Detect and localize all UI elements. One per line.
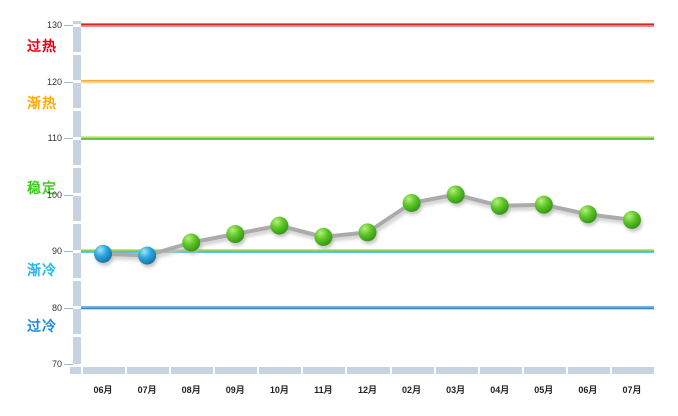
x-tick-label: 09月 <box>225 385 245 395</box>
zone-line <box>81 81 654 84</box>
x-axis-band-segment <box>347 366 390 374</box>
x-tick-label: 04月 <box>490 385 510 395</box>
x-axis-band-segment <box>611 366 654 374</box>
data-point-blue[interactable] <box>138 246 157 265</box>
y-tick-mark <box>64 307 73 309</box>
x-axis-band-segment <box>303 366 346 374</box>
zone-label: 稳定 <box>27 179 57 196</box>
y-tick-mark <box>64 81 73 83</box>
data-point-green[interactable] <box>226 225 245 244</box>
y-axis-minor-tick <box>73 51 81 55</box>
zone-label: 过热 <box>27 37 57 54</box>
zone-line <box>81 25 654 27</box>
x-axis-band-segment <box>83 366 126 374</box>
data-point-green[interactable] <box>182 233 201 252</box>
x-tick-label: 02月 <box>402 385 422 395</box>
x-tick-label: 05月 <box>534 385 554 395</box>
zone-line <box>81 305 654 308</box>
x-axis-band-segment <box>215 366 258 374</box>
y-axis-minor-tick <box>73 249 81 253</box>
data-point-green[interactable] <box>270 216 289 235</box>
x-tick-label: 12月 <box>357 385 378 395</box>
x-axis-band-segment <box>127 366 170 374</box>
y-tick-label: 120 <box>46 76 62 87</box>
zone-line <box>81 251 654 253</box>
x-axis-band-segment <box>171 366 214 374</box>
x-tick-label: 03月 <box>446 385 466 395</box>
x-tick-label: 06月 <box>93 385 113 395</box>
x-tick-label: 06月 <box>578 385 598 395</box>
zone-line <box>81 249 654 252</box>
x-tick-label: 11月 <box>314 385 333 395</box>
y-tick-label: 100 <box>46 189 62 200</box>
x-tick-label: 07月 <box>622 385 642 395</box>
y-tick-mark <box>64 364 73 365</box>
y-tick-label: 80 <box>51 302 62 313</box>
x-axis-band-segment <box>391 366 434 374</box>
y-tick-label: 90 <box>51 246 62 256</box>
y-tick-label: 70 <box>51 359 62 369</box>
x-axis-band-segment <box>435 366 478 374</box>
y-tick-mark <box>64 194 73 196</box>
x-axis-band-segment <box>259 366 302 374</box>
y-axis-minor-tick <box>73 108 81 112</box>
data-point-green[interactable] <box>402 193 421 212</box>
x-tick-label: 10月 <box>269 385 289 395</box>
y-tick-mark <box>64 138 73 139</box>
zone-line <box>81 307 654 310</box>
zone-line <box>81 23 654 26</box>
y-axis-minor-tick <box>73 23 81 27</box>
y-axis-minor-tick <box>73 221 81 225</box>
data-point-blue[interactable] <box>94 244 113 263</box>
zone-label: 过冷 <box>27 318 57 335</box>
y-axis-minor-tick <box>73 80 81 83</box>
x-tick-label: 08月 <box>181 385 201 395</box>
data-point-green[interactable] <box>446 185 465 204</box>
y-tick-mark <box>64 25 73 26</box>
y-axis-minor-tick <box>73 277 81 281</box>
y-tick-mark <box>64 251 73 252</box>
x-axis-corner <box>70 366 81 374</box>
zone-label: 渐冷 <box>27 262 57 279</box>
y-axis-minor-tick <box>73 334 81 338</box>
data-point-green[interactable] <box>490 196 509 215</box>
zone-label: 渐热 <box>27 94 57 111</box>
y-axis-minor-tick <box>73 193 81 196</box>
data-point-green[interactable] <box>358 223 377 242</box>
data-point-green[interactable] <box>534 195 553 214</box>
data-point-green[interactable] <box>578 205 597 224</box>
y-tick-label: 130 <box>46 20 62 30</box>
x-axis-band-segment <box>479 366 522 374</box>
x-tick-label: 07月 <box>137 385 157 395</box>
data-point-green[interactable] <box>622 210 641 229</box>
y-axis-minor-tick <box>73 164 81 168</box>
y-axis-minor-tick <box>73 136 81 140</box>
y-tick-label: 110 <box>47 133 62 143</box>
zone-line <box>81 138 654 140</box>
zone-line <box>81 79 654 82</box>
y-axis-minor-tick <box>73 306 81 309</box>
data-point-green[interactable] <box>314 227 333 246</box>
y-axis-band <box>73 21 81 364</box>
x-axis-band-segment <box>523 366 566 374</box>
zone-line <box>81 136 654 139</box>
x-axis-band-segment <box>567 366 610 374</box>
